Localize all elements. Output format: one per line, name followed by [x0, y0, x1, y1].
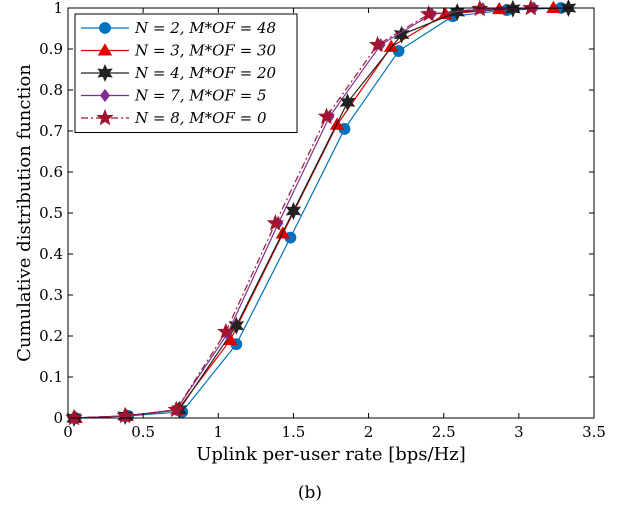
legend-marker — [97, 64, 113, 82]
data-point — [266, 214, 285, 231]
legend-item: N = 4, M*OF = 20 — [81, 64, 277, 82]
x-tick-label: 3.5 — [582, 423, 606, 441]
x-tick-label: 0.5 — [131, 423, 155, 441]
series-5 — [65, 0, 540, 426]
x-tick-label: 0 — [63, 423, 73, 441]
y-tick-label: 0.8 — [39, 81, 63, 99]
y-tick-label: 0.3 — [39, 286, 63, 304]
x-tick-label: 2.5 — [432, 423, 456, 441]
legend-marker — [100, 88, 110, 103]
y-tick-label: 0.2 — [39, 327, 63, 345]
figure-caption: (b) — [298, 483, 322, 503]
legend-label: N = 4, M*OF = 20 — [134, 64, 277, 82]
data-point — [339, 93, 356, 112]
data-point — [116, 406, 134, 424]
y-tick-label: 0.1 — [39, 368, 63, 386]
y-tick-label: 1 — [53, 0, 63, 17]
x-tick-label: 2 — [364, 423, 374, 441]
x-tick-label: 3 — [514, 423, 524, 441]
tick-layer: 0 0.5 1 1.5 2 2.5 3 3.5 0 0.1 0.2 0.3 0.4 0.5 0.6 0.7 0.… — [39, 0, 606, 441]
x-tick-label: 1 — [214, 423, 224, 441]
series-line — [75, 7, 561, 419]
data-point — [228, 316, 245, 335]
y-tick-label: 0 — [53, 409, 63, 427]
legend-label: N = 8, M*OF = 0 — [134, 109, 267, 127]
y-tick-label: 0.6 — [39, 163, 63, 181]
x-axis-label: Uplink per-user rate [bps/Hz] — [196, 444, 466, 465]
legend-marker — [97, 43, 113, 56]
data-point — [285, 201, 302, 220]
data-point — [393, 25, 410, 44]
legend-marker — [96, 108, 114, 126]
y-tick-label: 0.4 — [39, 245, 63, 263]
y-tick-label: 0.7 — [39, 122, 63, 140]
legend-item: N = 8, M*OF = 0 — [81, 108, 267, 127]
data-point — [522, 0, 540, 16]
legend-label: N = 7, M*OF = 5 — [134, 87, 267, 105]
plot-marks — [65, 0, 577, 427]
data-point — [368, 35, 387, 53]
y-tick-label: 0.9 — [39, 40, 63, 58]
data-point — [317, 107, 336, 125]
data-point — [420, 5, 438, 22]
legend-item: N = 3, M*OF = 30 — [81, 42, 277, 60]
legend-label: N = 3, M*OF = 30 — [134, 42, 277, 60]
data-point — [167, 400, 185, 418]
legend-label: N = 2, M*OF = 48 — [134, 19, 276, 37]
x-tick-label: 1.5 — [281, 423, 305, 441]
y-axis-label: Cumulative distribution function — [14, 64, 35, 362]
data-point — [546, 0, 561, 13]
legend-item: N = 2, M*OF = 48 — [81, 19, 276, 37]
legend-item: N = 7, M*OF = 5 — [81, 87, 267, 105]
data-point — [383, 39, 399, 52]
y-tick-label: 0.5 — [39, 204, 63, 222]
legend-marker — [99, 22, 111, 34]
data-point — [217, 322, 235, 340]
legend: N = 2, M*OF = 48 N = 3, M*OF = 30 N = 4, M… — [74, 13, 298, 133]
series-line — [73, 7, 531, 419]
